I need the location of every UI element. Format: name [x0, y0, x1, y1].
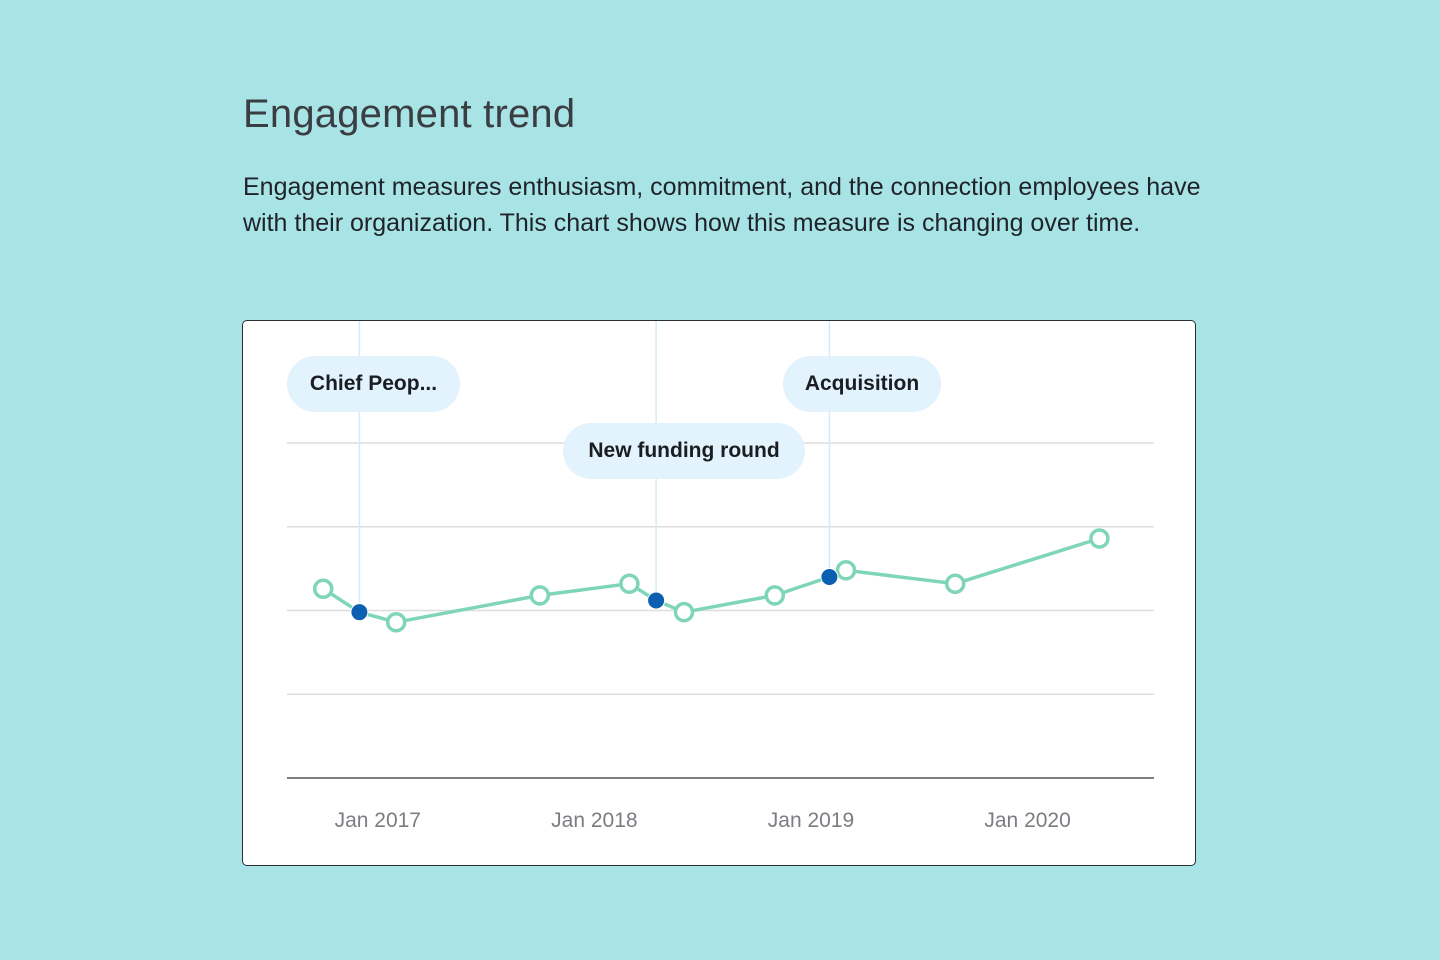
x-tick-label: Jan 2017: [335, 809, 421, 832]
x-tick-label: Jan 2018: [551, 809, 637, 832]
event-marker: [820, 568, 839, 586]
event-label-pill[interactable]: Chief Peop...: [287, 356, 460, 412]
data-point: [835, 560, 857, 581]
x-tick-label: Jan 2020: [984, 809, 1070, 832]
data-point: [529, 585, 551, 606]
event-label-pill[interactable]: Acquisition: [783, 356, 941, 412]
event-marker: [647, 591, 666, 610]
data-point: [1089, 528, 1110, 549]
x-tick-label: Jan 2019: [768, 809, 854, 832]
event-marker: [350, 603, 369, 622]
data-point: [619, 573, 640, 594]
data-point: [385, 611, 407, 633]
engagement-series-line: [321, 536, 1102, 624]
data-point: [944, 573, 966, 594]
event-label-pill[interactable]: New funding round: [563, 423, 805, 479]
data-point: [312, 578, 334, 599]
data-point: [673, 601, 695, 623]
data-point: [764, 585, 786, 606]
engagement-chart-card: Jan 2017 Jan 2018 Jan 2019 Jan 2020 Chief P…: [242, 320, 1196, 866]
page-title: Engagement trend: [243, 92, 576, 136]
page-description: Engagement measures enthusiasm, commitme…: [243, 173, 1201, 237]
